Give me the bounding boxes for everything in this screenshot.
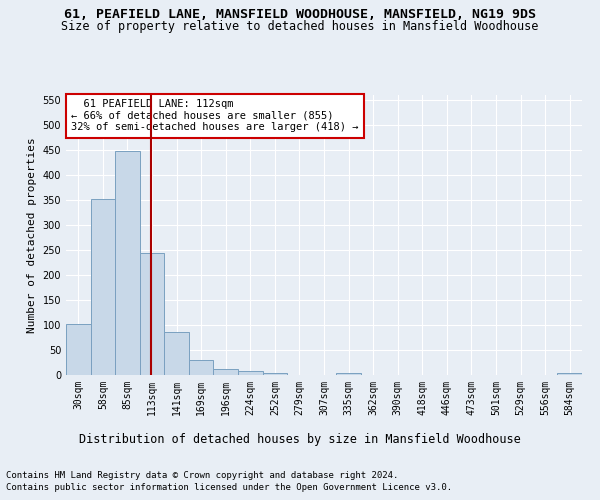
Text: Contains public sector information licensed under the Open Government Licence v3: Contains public sector information licen… bbox=[6, 482, 452, 492]
Bar bbox=[214, 368, 238, 375]
Text: 61 PEAFIELD LANE: 112sqm
← 66% of detached houses are smaller (855)
32% of semi-: 61 PEAFIELD LANE: 112sqm ← 66% of detach… bbox=[71, 99, 359, 132]
Text: 61, PEAFIELD LANE, MANSFIELD WOODHOUSE, MANSFIELD, NG19 9DS: 61, PEAFIELD LANE, MANSFIELD WOODHOUSE, … bbox=[64, 8, 536, 20]
Bar bbox=[115, 150, 140, 375]
Bar bbox=[91, 198, 115, 375]
Bar bbox=[263, 372, 287, 375]
Text: Size of property relative to detached houses in Mansfield Woodhouse: Size of property relative to detached ho… bbox=[61, 20, 539, 33]
Bar bbox=[189, 360, 214, 375]
Bar bbox=[557, 372, 582, 375]
Text: Distribution of detached houses by size in Mansfield Woodhouse: Distribution of detached houses by size … bbox=[79, 432, 521, 446]
Text: Contains HM Land Registry data © Crown copyright and database right 2024.: Contains HM Land Registry data © Crown c… bbox=[6, 471, 398, 480]
Y-axis label: Number of detached properties: Number of detached properties bbox=[27, 137, 37, 333]
Bar bbox=[238, 370, 263, 375]
Bar bbox=[164, 332, 189, 375]
Bar bbox=[66, 324, 91, 375]
Bar bbox=[336, 372, 361, 375]
Bar bbox=[140, 252, 164, 375]
